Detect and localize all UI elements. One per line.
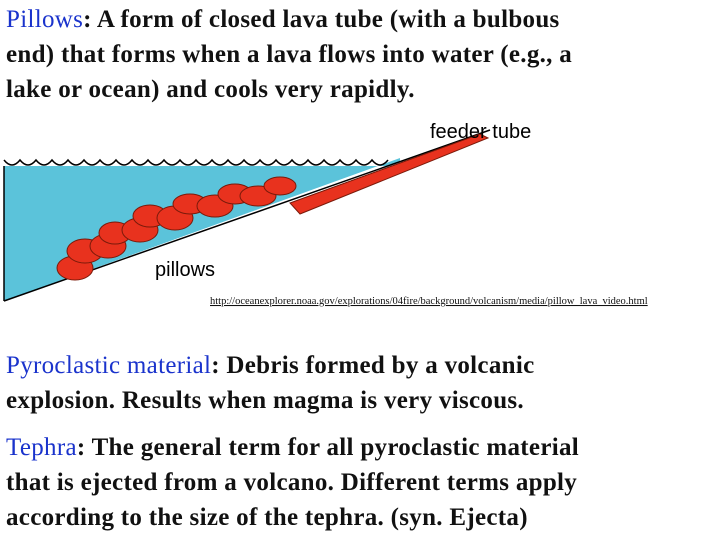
line: according to the size of the tephra. (sy… xyxy=(6,504,528,531)
text: : The general term for all pyroclastic m… xyxy=(76,434,580,461)
pillows xyxy=(56,176,297,281)
diagram: feeder tube pillows http://oceanexplorer… xyxy=(3,121,720,318)
text: : Debris formed by a volcanic xyxy=(211,352,535,379)
line: Pillows: A form of closed lava tube (wit… xyxy=(6,2,572,37)
pillow xyxy=(263,176,297,196)
line: Tephra: The general term for all pyrocla… xyxy=(6,430,579,465)
term: Tephra xyxy=(6,434,77,461)
section: Pillows: A form of closed lava tube (wit… xyxy=(6,2,572,107)
term: Pillows xyxy=(6,6,84,33)
section: Tephra: The general term for all pyrocla… xyxy=(6,430,579,535)
feeder-label: feeder tube xyxy=(430,121,531,143)
text: : A form of closed lava tube (with a bul… xyxy=(83,6,560,33)
line: lake or ocean) and cools very rapidly. xyxy=(6,76,415,103)
line: explosion. Results when magma is very vi… xyxy=(6,387,524,414)
line: end) that forms when a lava flows into w… xyxy=(6,41,573,68)
section: Pyroclastic material: Debris formed by a… xyxy=(6,348,534,418)
water xyxy=(4,158,400,301)
line: that is ejected from a volcano. Differen… xyxy=(6,469,578,496)
wave xyxy=(3,158,389,166)
feeder-tube xyxy=(289,133,490,215)
line: Pyroclastic material: Debris formed by a… xyxy=(6,348,534,383)
source-link[interactable]: http://oceanexplorer.noaa.gov/exploratio… xyxy=(210,296,648,307)
ground xyxy=(4,130,720,318)
term: Pyroclastic material xyxy=(6,352,212,379)
pillows-label: pillows xyxy=(155,259,215,281)
